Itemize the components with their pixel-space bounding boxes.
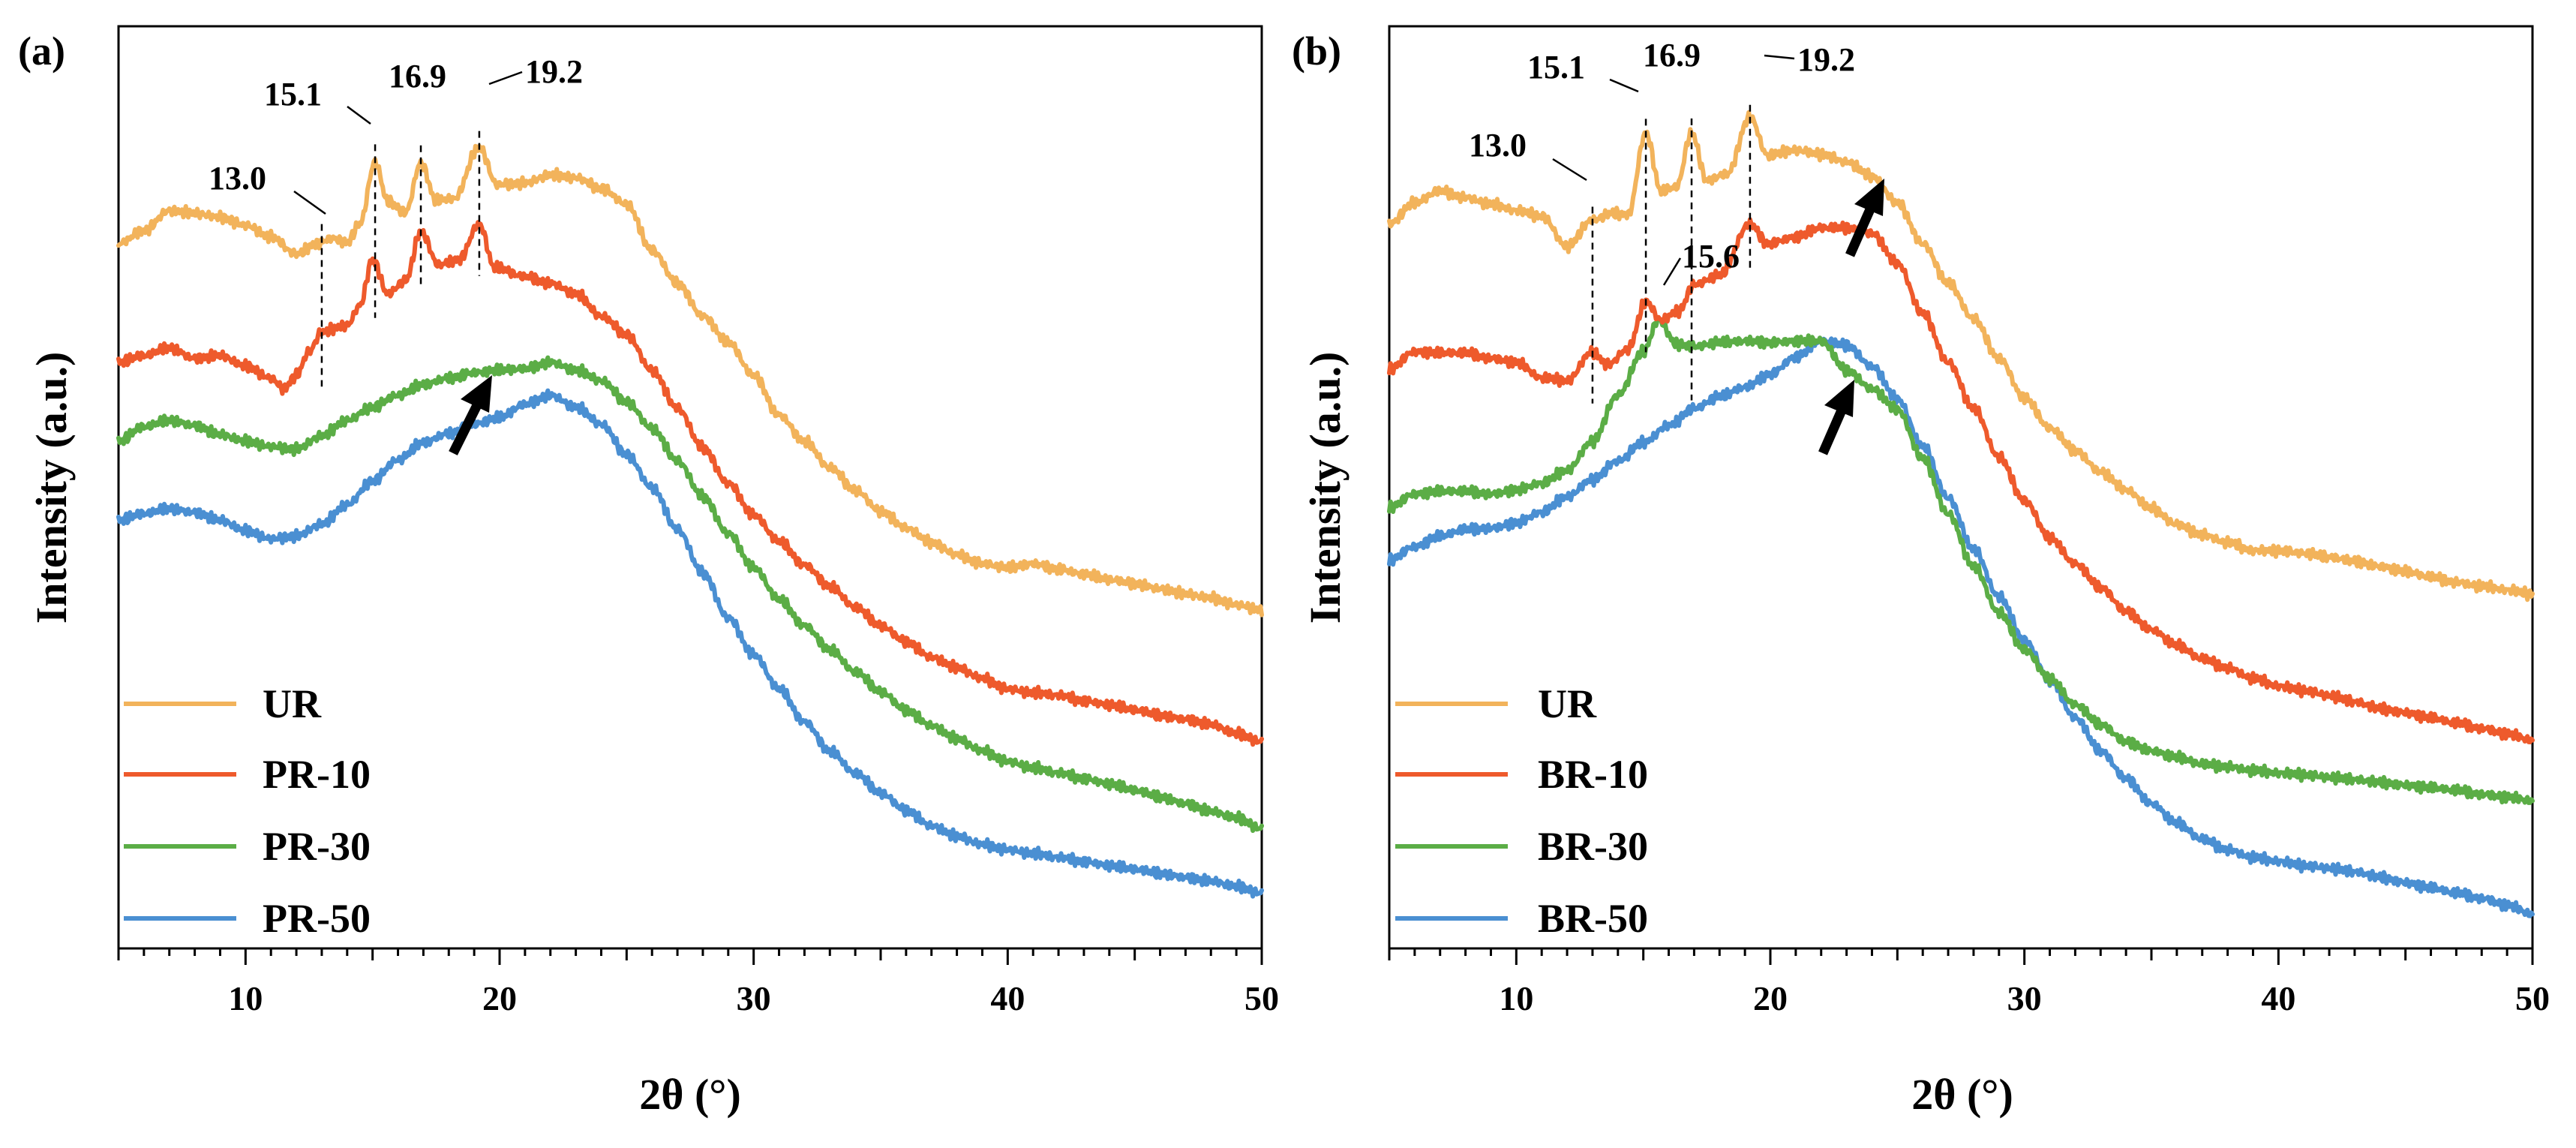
series-line-pr-50 [116,388,1264,899]
x-tick-label: 10 [1499,979,1533,1017]
peak-leader [1609,78,1639,93]
peak-leader [1764,54,1795,60]
peak-label-15-1: 15.1 [1527,49,1585,86]
peak-label-15-1: 15.1 [264,76,322,113]
peak-leader [488,71,523,86]
peak-label-15-6: 15.6 [1682,238,1740,275]
peak-label-19-2: 19.2 [525,53,583,90]
x-tick-label: 20 [1753,979,1788,1017]
arrow-mark [1818,380,1854,455]
x-tick-label: 50 [2515,979,2550,1017]
x-axis-title: 2θ (°) [639,1070,741,1119]
series-line-br-10 [1387,217,2535,744]
series-line-pr-10 [116,220,1264,747]
legend-label-br-50: BR-50 [1538,896,1648,941]
legend-label-pr-50: PR-50 [263,896,371,941]
peak-label-13-0: 13.0 [1469,127,1527,164]
x-tick-label: 30 [737,979,771,1017]
x-axis: 10 20 30 40 50 [117,948,1279,1017]
x-tick-label: 40 [990,979,1025,1017]
x-tick-label: 30 [2007,979,2042,1017]
x-tick-label: 20 [482,979,517,1017]
legend-label-br-30: BR-30 [1538,824,1648,869]
panel-b: (b) Intensity (a.u.) 2θ (°) 10 20 30 40 50 1… [1292,25,2550,1119]
peak-leader [1662,257,1682,286]
peak-guides [1591,104,1752,404]
panel-a: (a) Intensity (a.u.) 2θ (°) 10 20 30 40 50 1… [18,25,1279,1119]
x-tick-label: 50 [1244,979,1279,1017]
peak-annotations: 13.0 15.1 16.9 19.2 [209,53,583,215]
plot-frame [1388,25,2534,950]
series-line-br-50 [1387,335,2535,918]
legend-label-br-10: BR-10 [1538,752,1648,797]
x-axis-title: 2θ (°) [1911,1070,2013,1119]
peak-leader [293,190,326,215]
peak-leader [1552,158,1587,182]
panel-label: (a) [18,29,65,74]
arrow-mark [1845,179,1884,257]
legend-label-ur: UR [1538,681,1597,726]
series-line-pr-30 [116,355,1264,834]
panel-label: (b) [1292,29,1341,74]
y-axis-title: Intensity (a.u.) [1301,352,1350,624]
legend-label-ur: UR [263,681,322,726]
peak-guides [320,131,481,387]
x-tick-label: 40 [2261,979,2295,1017]
legend-label-pr-30: PR-30 [263,824,371,869]
plot-frame [117,25,1263,950]
x-axis: 10 20 30 40 50 [1388,948,2550,1017]
series-curves [116,143,1264,899]
legend-label-pr-10: PR-10 [263,752,371,797]
legend: UR PR-10 PR-30 PR-50 [124,681,371,941]
y-axis-title: Intensity (a.u.) [27,352,76,624]
legend: UR BR-10 BR-30 BR-50 [1395,681,1648,941]
series-line-ur [1387,110,2535,603]
series-line-br-30 [1387,316,2535,805]
peak-label-13-0: 13.0 [209,160,266,197]
arrow-mark [449,375,492,455]
series-line-ur [116,143,1264,618]
peak-label-19-2: 19.2 [1797,41,1855,78]
x-tick-label: 10 [228,979,263,1017]
peak-leader [347,105,371,125]
peak-label-16-9: 16.9 [389,58,446,95]
peak-annotations: 13.0 15.1 16.9 19.2 15.6 [1469,37,1855,286]
peak-label-16-9: 16.9 [1643,37,1701,74]
series-curves [1387,110,2535,918]
